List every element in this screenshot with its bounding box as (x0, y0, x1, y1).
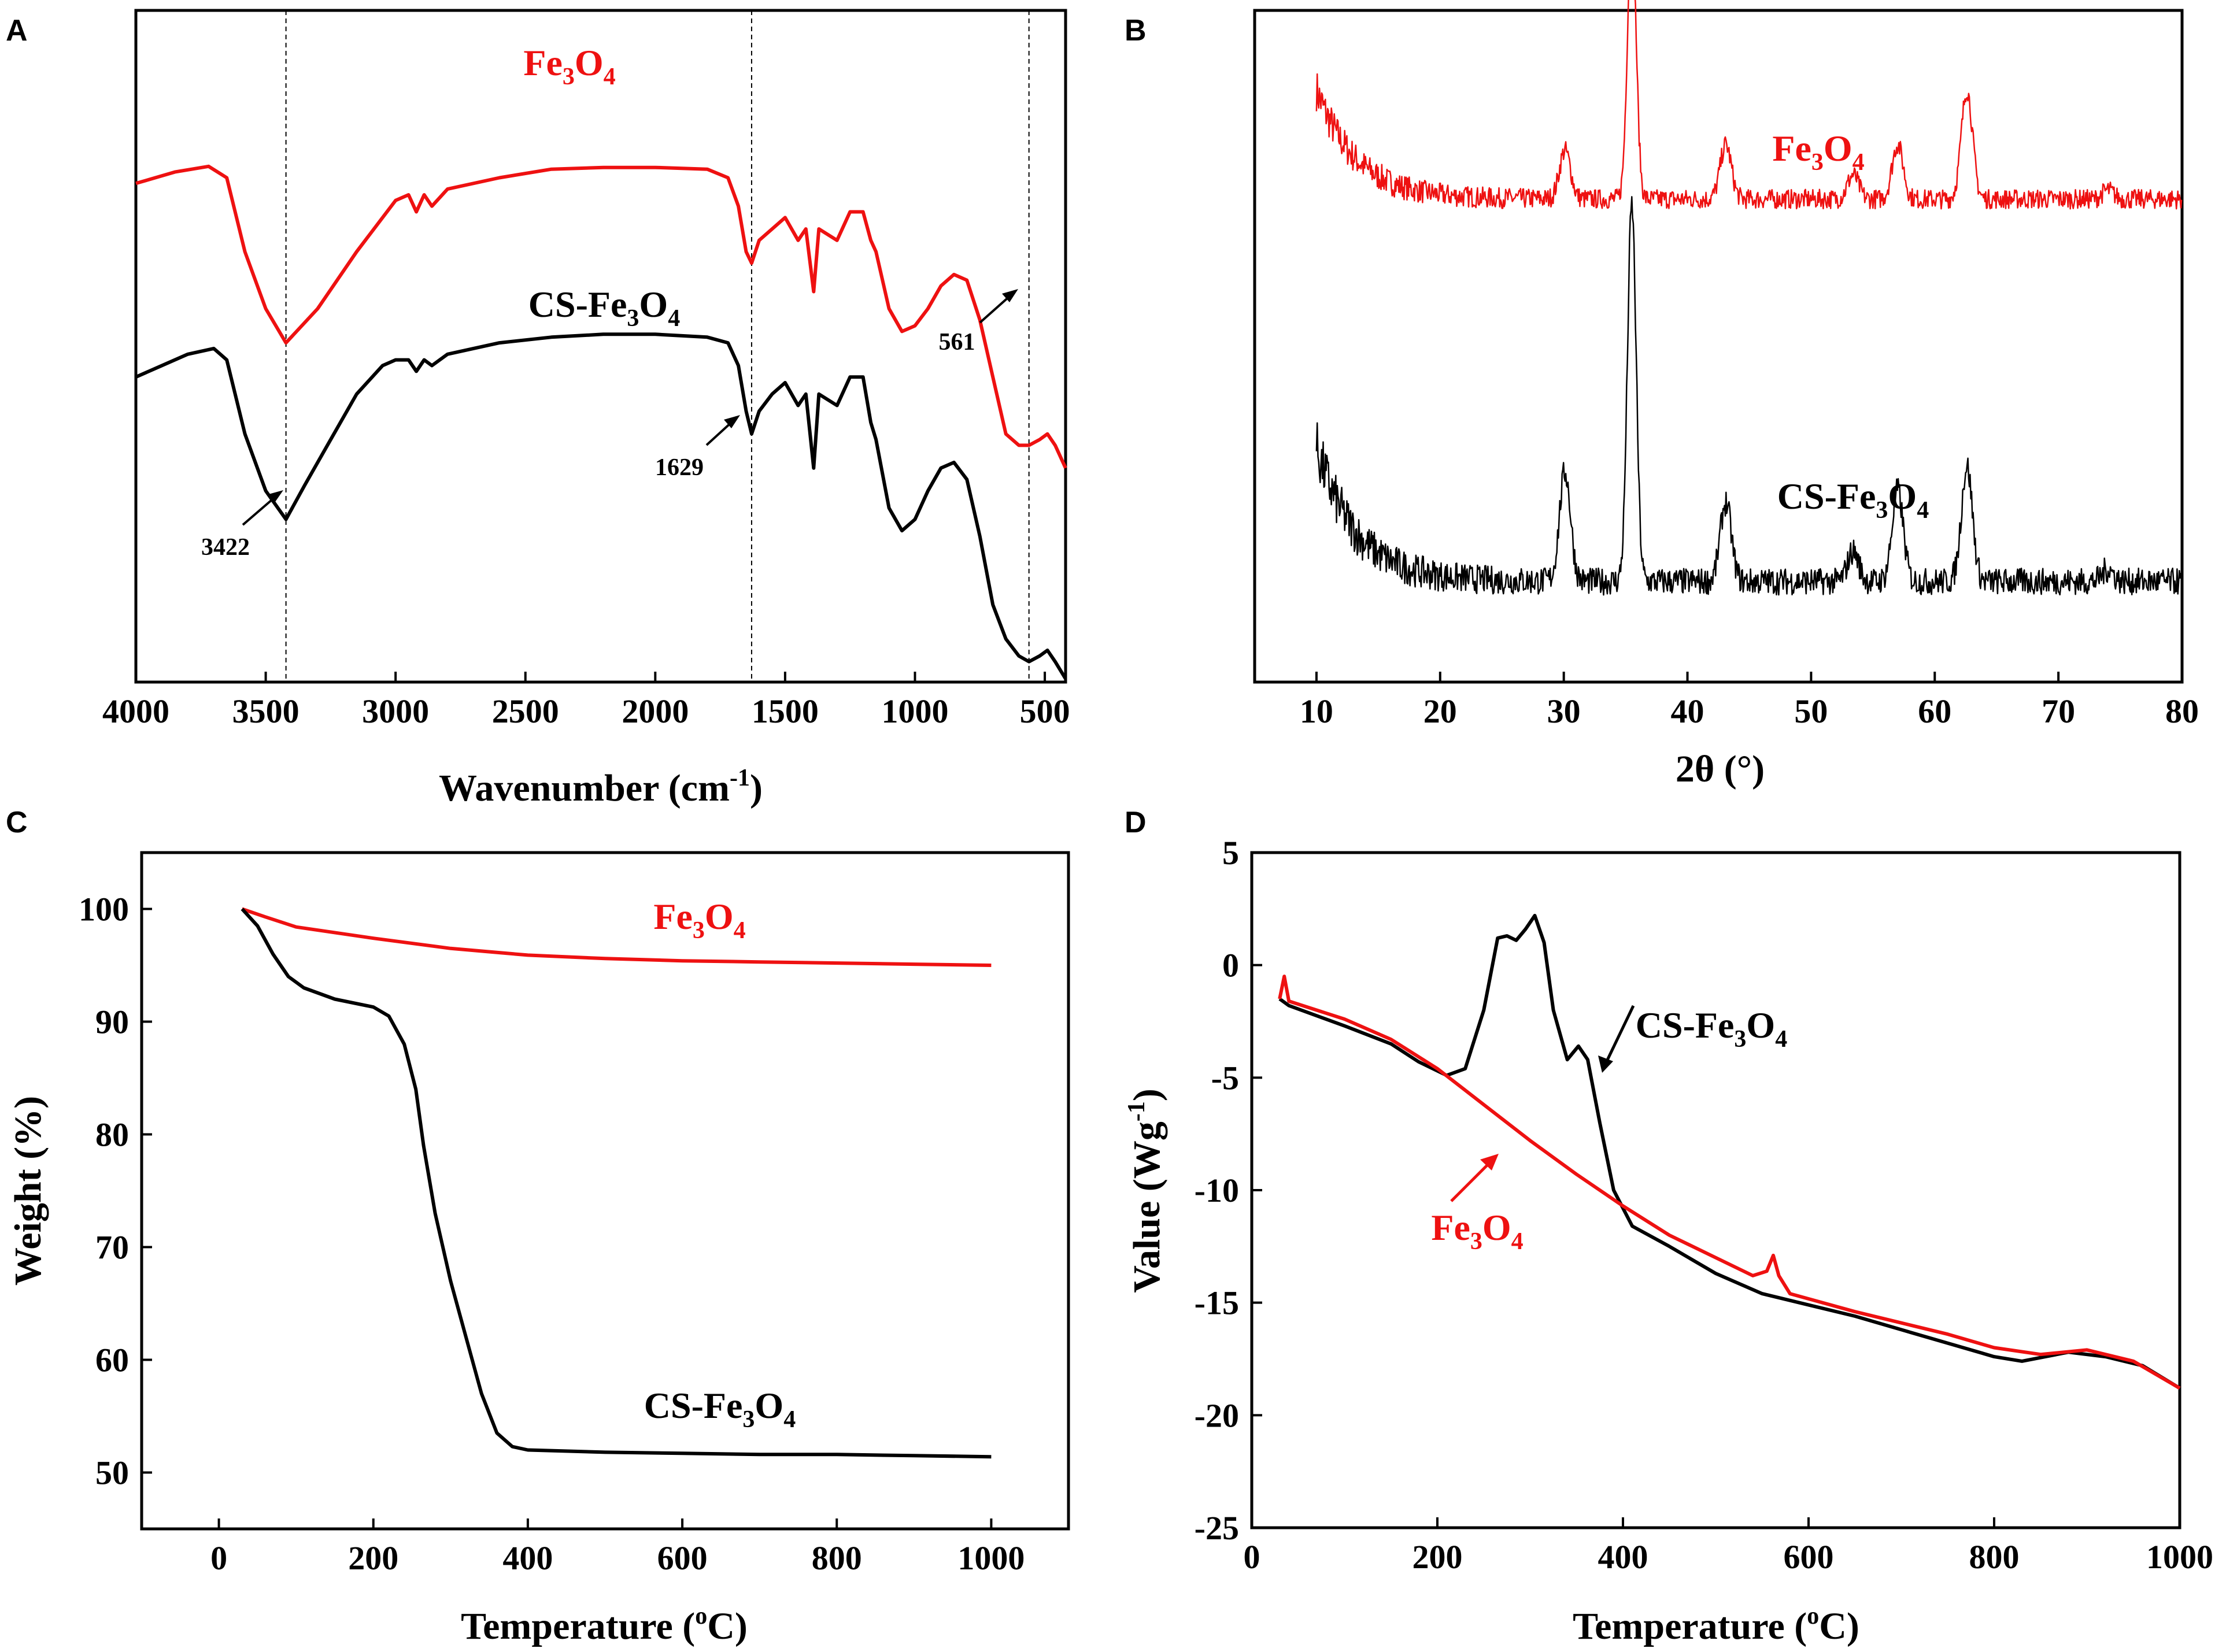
panel-a-cs-fe3o4-label: CS-Fe3O4 (528, 284, 680, 332)
panel-a-series-fe3o4 (135, 164, 1067, 469)
panel-d-series (1278, 914, 2181, 1390)
panel-c-y-tick-label: 50 (95, 1454, 129, 1492)
panel-a-series (135, 164, 1067, 680)
panel-a-letter: A (6, 14, 28, 47)
panel-c-x-tick-label: 400 (502, 1539, 553, 1577)
panel-a-x-tick-label: 1000 (881, 692, 948, 730)
panel-d-cs-fe3o4-label: CS-Fe3O4 (1636, 1005, 1787, 1053)
panel-c-x-tick-label: 200 (348, 1539, 398, 1577)
panel-a-x-tick-label: 2500 (492, 692, 559, 730)
panel-b-series (1315, 0, 2183, 596)
panel-c-y-tick-label: 80 (95, 1116, 129, 1154)
panel-b-x-tick-label: 80 (2165, 692, 2199, 730)
panel-d-y-tick-label: -15 (1195, 1284, 1239, 1322)
panel-c-series-fe3o4 (241, 907, 992, 967)
panel-d-letter: D (1125, 806, 1147, 839)
panel-d-series-fe3o4 (1278, 975, 2181, 1390)
panel-c: C 0 200 400 600 800 1000 50 60 70 80 90 100 Tempera… (6, 806, 1070, 1647)
panel-d-x-tick-label: 600 (1784, 1538, 1834, 1576)
panel-c-frame (140, 851, 1070, 1531)
panel-d: D 0 200 400 600 800 1000 5 0 -5 -10 -15 -20 -25 Temp… (1123, 806, 2213, 1647)
panel-c-x-tick-label: 800 (812, 1539, 862, 1577)
panel-b-x-tick-label: 60 (1918, 692, 1951, 730)
panel-a: A 4000 3500 3000 2500 2000 1500 1000 500 Wavenu… (6, 9, 1070, 809)
panel-d-x-tick-label: 200 (1412, 1538, 1463, 1576)
panel-d-y-axis-title: Value (Wg-1) (1123, 1088, 1168, 1292)
panel-b-series-fe3o4 (1315, 0, 2183, 210)
panel-b-fe3o4-label: Fe3O4 (1772, 128, 1864, 176)
panel-c-y-axis-title: Weight (%) (7, 1096, 49, 1286)
panel-d-y-tick-label: 0 (1222, 947, 1239, 984)
panel-c-letter: C (6, 806, 28, 839)
panel-a-annotation-3422: 3422 (201, 490, 283, 561)
panel-b-x-axis-title: 2θ (°) (1676, 748, 1765, 790)
panel-b-x-tick-label: 20 (1423, 692, 1457, 730)
panel-b-cs-fe3o4-label: CS-Fe3O4 (1777, 476, 1929, 524)
panel-a-series-cs-fe3o4 (135, 332, 1067, 680)
svg-text:561: 561 (939, 329, 975, 355)
panel-d-arrow-cs-fe3o4 (1598, 1005, 1635, 1073)
panel-a-reference-lines (285, 10, 1030, 682)
panel-d-fe3o4-label: Fe3O4 (1431, 1207, 1523, 1255)
panel-c-y-tick-label: 90 (95, 1003, 129, 1041)
panel-c-y-tick-label: 70 (95, 1229, 129, 1266)
panel-c-x-tick-label: 1000 (957, 1539, 1025, 1577)
svg-text:1629: 1629 (655, 454, 704, 481)
panel-a-ticks: 4000 3500 3000 2500 2000 1500 1000 500 (102, 672, 1070, 730)
panel-d-y-tick-label: -10 (1195, 1172, 1239, 1209)
panel-b-x-tick-label: 70 (2042, 692, 2075, 730)
panel-b: B 10 20 30 40 50 60 70 80 2θ (°) Fe3O4 CS-Fe3O4 (1125, 0, 2199, 790)
panel-a-x-tick-label: 3500 (232, 692, 299, 730)
panel-a-x-tick-label: 2000 (622, 692, 689, 730)
panel-b-x-tick-label: 30 (1547, 692, 1581, 730)
panel-d-x-tick-label: 400 (1598, 1538, 1648, 1576)
panel-d-series-cs-fe3o4 (1278, 914, 2181, 1390)
panel-b-x-tick-label: 50 (1794, 692, 1828, 730)
panel-d-y-tick-label: -20 (1195, 1397, 1239, 1434)
panel-d-y-tick-label: 5 (1222, 834, 1239, 872)
panel-a-annotation-1629: 1629 (655, 415, 740, 481)
panel-a-x-axis-title: Wavenumber (cm-1) (439, 765, 763, 809)
panel-c-x-tick-label: 600 (657, 1539, 708, 1577)
panel-c-x-tick-label: 0 (210, 1539, 227, 1577)
panel-c-y-tick-label: 60 (95, 1342, 129, 1379)
panel-a-frame (134, 9, 1067, 684)
panel-b-x-tick-label: 40 (1671, 692, 1704, 730)
panel-d-y-tick-label: -25 (1195, 1509, 1239, 1547)
panel-a-annotation-561: 561 (939, 289, 1018, 355)
panel-b-frame (1253, 9, 2184, 684)
panel-d-x-axis-title: Temperature (oC) (1573, 1603, 1859, 1647)
panel-a-x-tick-label: 4000 (102, 692, 169, 730)
panel-a-x-tick-label: 1500 (752, 692, 819, 730)
panel-b-letter: B (1125, 14, 1147, 47)
panel-d-x-tick-label: 800 (1969, 1538, 2020, 1576)
panel-d-ticks: 0 200 400 600 800 1000 5 0 -5 -10 -15 -20 -25 (1195, 834, 2213, 1576)
panel-d-y-tick-label: -5 (1211, 1059, 1239, 1097)
panel-c-x-axis-title: Temperature (oC) (461, 1603, 748, 1647)
panel-c-cs-fe3o4-label: CS-Fe3O4 (644, 1385, 796, 1433)
panel-d-arrow-fe3o4 (1450, 1154, 1499, 1202)
panel-d-x-tick-label: 0 (1244, 1538, 1260, 1576)
panel-b-series-cs-fe3o4 (1315, 196, 2183, 596)
panel-a-x-tick-label: 3000 (362, 692, 429, 730)
panel-d-x-tick-label: 1000 (2146, 1538, 2213, 1576)
panel-c-series (241, 907, 992, 1459)
panel-c-series-cs-fe3o4 (241, 908, 992, 1459)
panel-c-fe3o4-label: Fe3O4 (653, 896, 745, 944)
svg-text:3422: 3422 (201, 534, 250, 561)
panel-b-x-tick-label: 10 (1300, 692, 1333, 730)
panel-c-ticks: 0 200 400 600 800 1000 50 60 70 80 90 100 (79, 891, 1025, 1577)
panel-c-y-tick-label: 100 (79, 891, 129, 928)
panel-a-fe3o4-label: Fe3O4 (523, 42, 615, 90)
panel-d-frame (1250, 851, 2181, 1529)
panel-a-x-tick-label: 500 (1020, 692, 1070, 730)
panel-b-ticks: 10 20 30 40 50 60 70 80 (1300, 672, 2199, 730)
